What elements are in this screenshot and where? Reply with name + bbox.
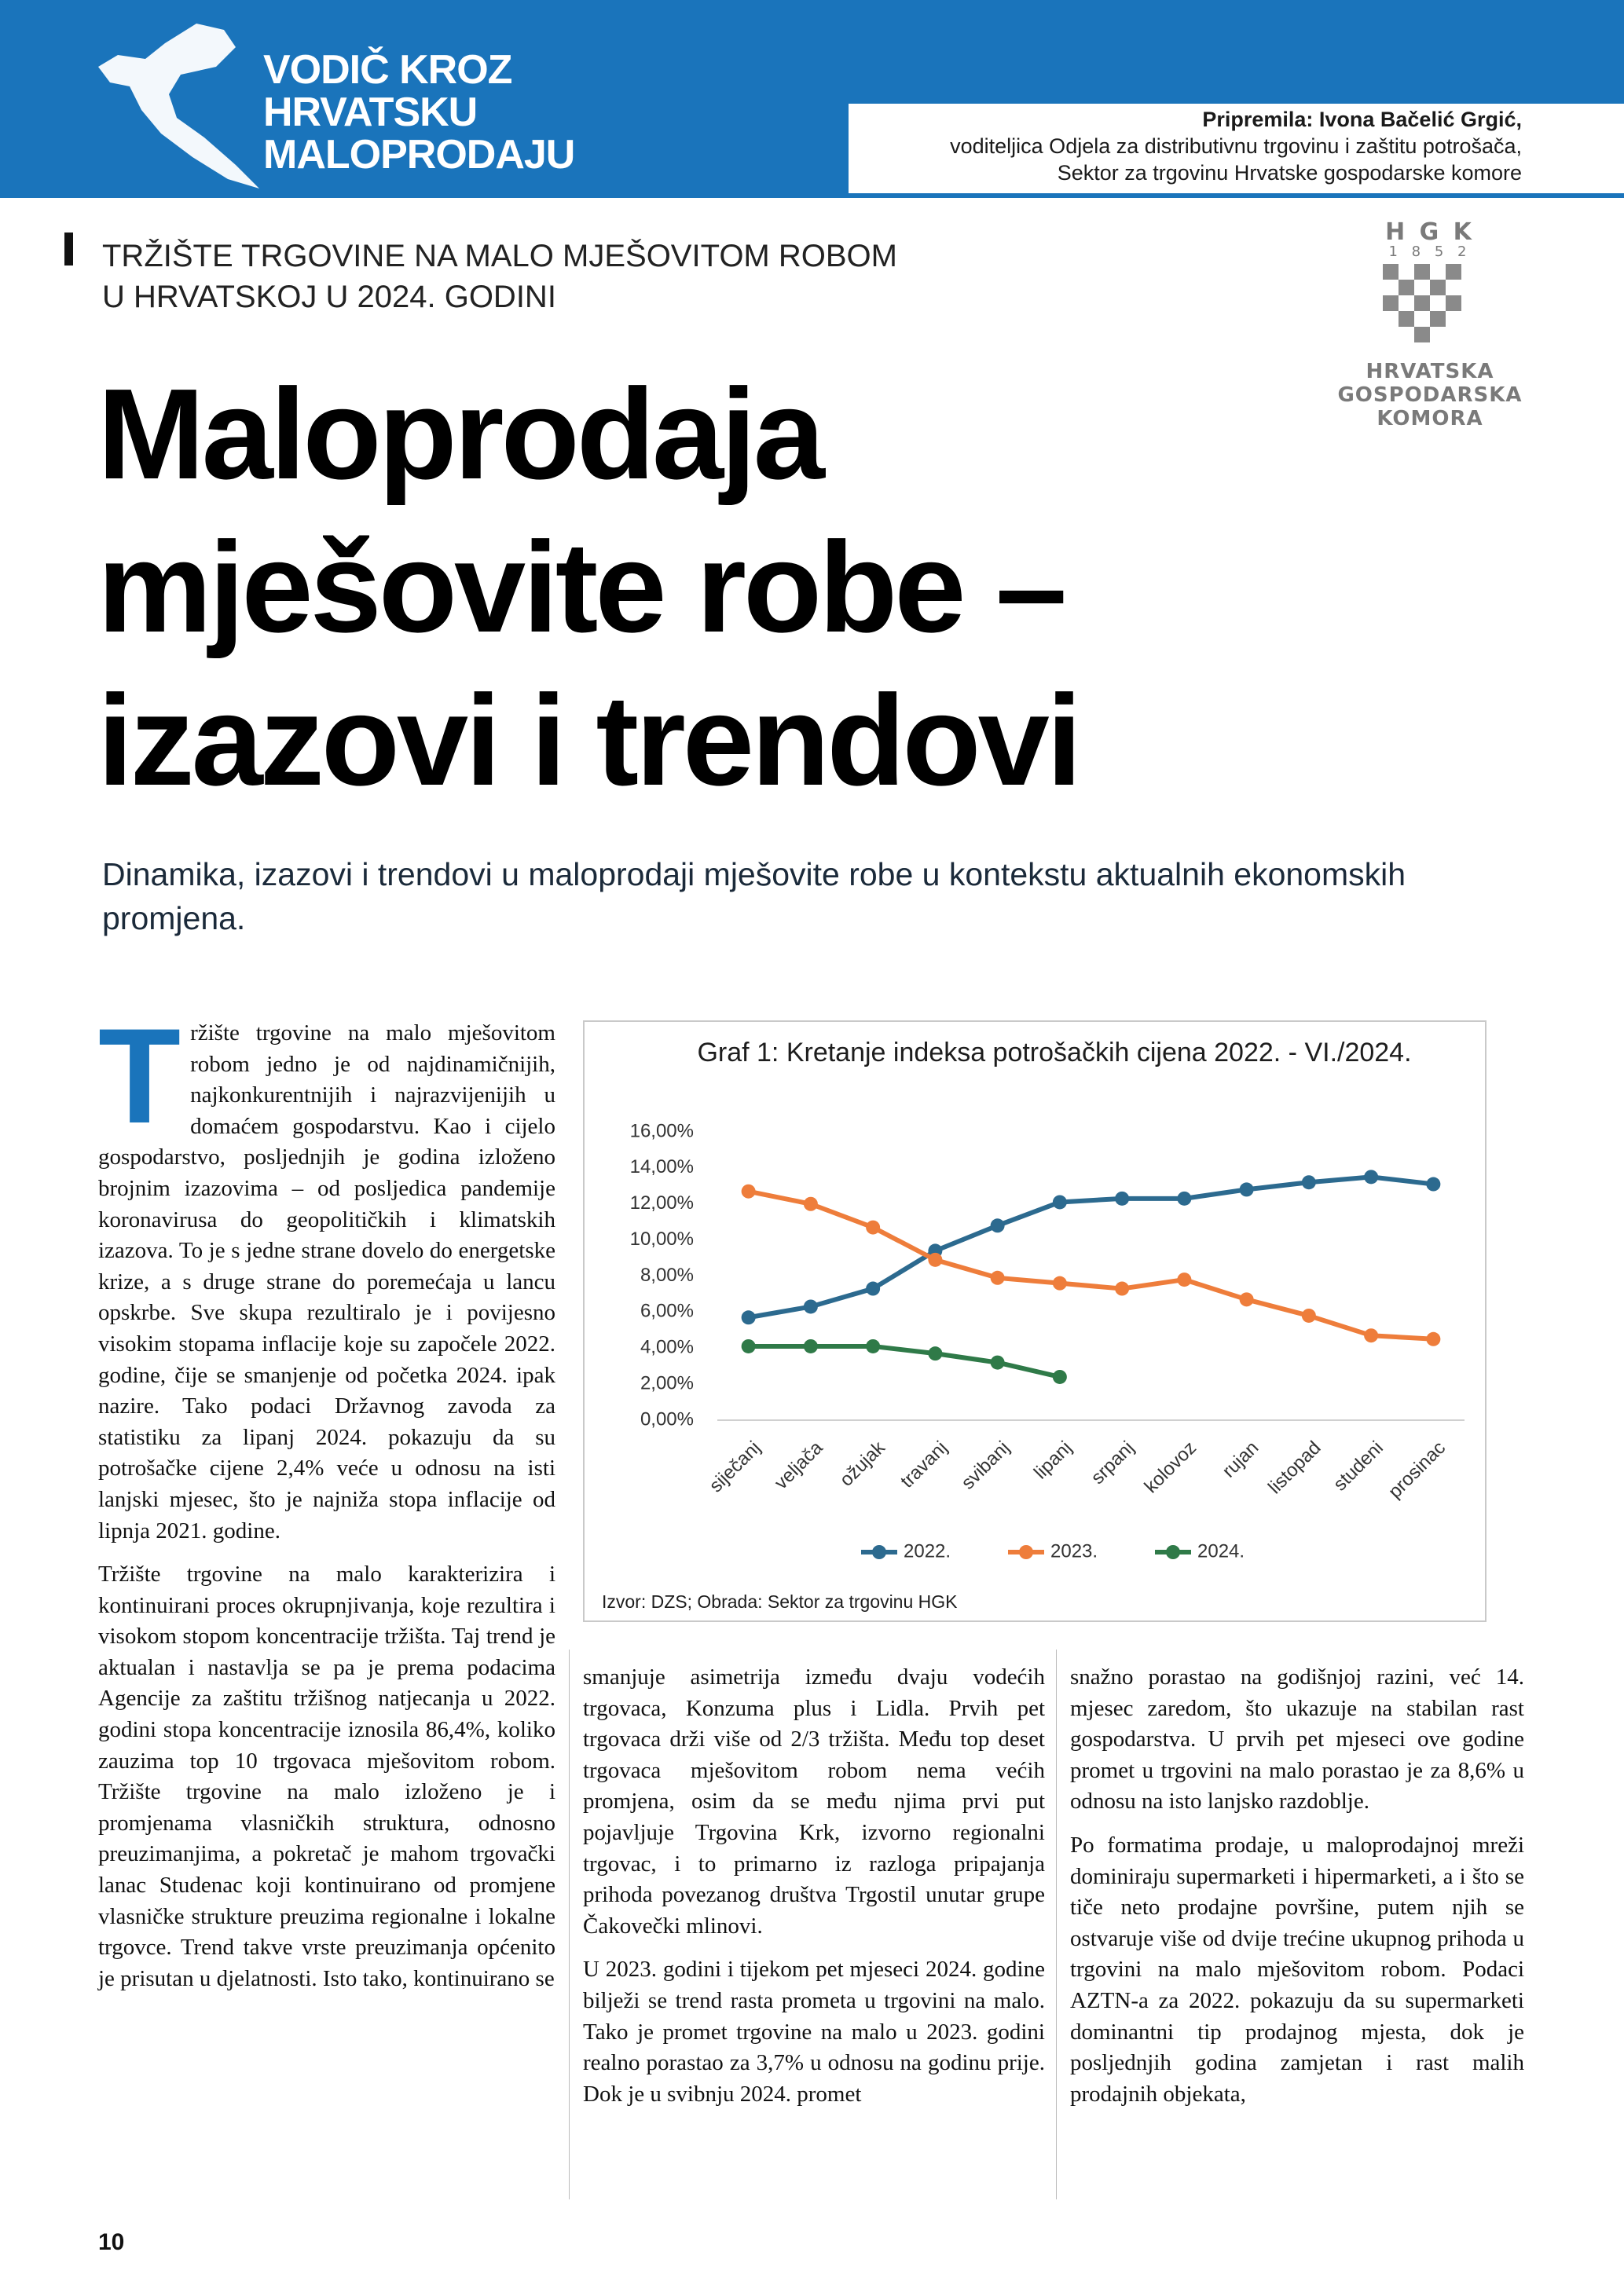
- point: [1364, 1328, 1379, 1343]
- kicker-line: U HRVATSKOJ U 2024. GODINI: [102, 280, 556, 314]
- y-tick-label: 14,00%: [630, 1156, 694, 1177]
- series-line: [748, 1188, 1434, 1342]
- hgk-name-line: KOMORA: [1377, 407, 1483, 430]
- paragraph: U 2023. godini i tijekom pet mjeseci 202…: [583, 1957, 1045, 2107]
- point: [1239, 1292, 1254, 1307]
- y-tick-label: 16,00%: [630, 1120, 694, 1141]
- logo-text: HRVATSKU: [263, 90, 478, 135]
- y-tick-label: 12,00%: [630, 1192, 694, 1214]
- point: [1301, 1308, 1316, 1323]
- chart-frame: [583, 1020, 1487, 1622]
- paragraph: smanjuje asimetrija između dvaju vodećih…: [583, 1664, 1045, 1939]
- author: Pripremila: Ivona Bačelić Grgić,: [1202, 108, 1522, 131]
- point: [1177, 1273, 1192, 1287]
- chart: Graf 1: Kretanje indeksa potrošačkih cij…: [583, 1020, 1487, 1622]
- author-area: [849, 104, 1624, 193]
- point: [866, 1338, 881, 1353]
- point: [1426, 1331, 1441, 1346]
- hgk-shield: [1383, 264, 1461, 342]
- point: [1115, 1281, 1130, 1296]
- hgk-name-line: GOSPODARSKA: [1337, 383, 1523, 407]
- point: [1052, 1195, 1067, 1210]
- point: [866, 1220, 881, 1235]
- point: [1052, 1276, 1067, 1291]
- point: [866, 1281, 881, 1296]
- y-tick-label: 4,00%: [640, 1337, 694, 1358]
- point: [803, 1299, 818, 1314]
- legend-marker: [1019, 1545, 1033, 1559]
- series-line: [748, 1343, 1061, 1379]
- hgk-letters: H G K: [1385, 218, 1475, 246]
- point: [1115, 1191, 1130, 1206]
- kicker-bar: [64, 233, 73, 265]
- point: [741, 1338, 756, 1353]
- hgk-name: HRVATSKA GOSPODARSKA KOMORA: [1320, 360, 1540, 430]
- kicker-line: TRŽIŠTE TRGOVINE NA MALO MJEŠOVITOM ROBO…: [102, 239, 897, 273]
- legend-label: 2022.: [904, 1540, 951, 1562]
- point: [990, 1270, 1005, 1285]
- point: [928, 1252, 943, 1267]
- point: [1364, 1170, 1379, 1185]
- column: smanjuje asimetrija između dvaju vodećih…: [583, 1662, 1045, 2122]
- author-role: voditeljica Odjela za distributivnu trgo…: [950, 134, 1522, 158]
- y-tick-label: 6,00%: [640, 1301, 694, 1322]
- y-tick-label: 8,00%: [640, 1265, 694, 1286]
- chart-source: Izvor: DZS; Obrada: Sektor za trgovinu H…: [602, 1591, 958, 1612]
- logo-text: VODIČ KROZ: [263, 47, 512, 93]
- point: [928, 1346, 943, 1361]
- legend-label: 2024.: [1197, 1540, 1245, 1562]
- point: [803, 1338, 818, 1353]
- point: [1052, 1369, 1067, 1384]
- point: [1426, 1177, 1441, 1192]
- title-line: mješovite robe –: [97, 515, 1067, 659]
- page-number: 10: [98, 2229, 125, 2255]
- title-line: izazovi i trendovi: [97, 668, 1082, 812]
- column-rule: [569, 1650, 570, 2199]
- legend-label: 2023.: [1050, 1540, 1098, 1562]
- title: Maloprodaja mješovite robe – izazovi i t…: [97, 357, 1082, 817]
- legend-marker: [872, 1545, 886, 1559]
- title-line: Maloprodaja: [97, 362, 825, 506]
- drop-cap: T: [98, 1001, 181, 1152]
- lead: Dinamika, izazovi i trendovi u maloproda…: [102, 856, 1406, 936]
- column: snažno porastao na godišnjoj razini, već…: [1070, 1662, 1524, 2122]
- paragraph-text: ržište trgovine na malo mješovitom robom…: [98, 1020, 555, 1543]
- y-tick-label: 0,00%: [640, 1408, 694, 1430]
- logo-text: MALOPRODAJU: [263, 132, 575, 178]
- author-role: Sektor za trgovinu Hrvatske gospodarske …: [1057, 161, 1522, 185]
- point: [990, 1218, 1005, 1233]
- y-tick-label: 2,00%: [640, 1372, 694, 1393]
- series-line: [748, 1174, 1434, 1320]
- croatia-map: [98, 24, 259, 189]
- hgk-name-line: HRVATSKA: [1366, 360, 1494, 383]
- point: [1301, 1175, 1316, 1190]
- point: [803, 1196, 818, 1211]
- point: [741, 1184, 756, 1199]
- header-rule: [0, 193, 1624, 198]
- paragraph: Tržište trgovine na malo karakterizira i…: [98, 1562, 555, 1991]
- point: [1239, 1182, 1254, 1197]
- paragraph: Po formatima prodaje, u maloprodajnoj mr…: [1070, 1832, 1524, 2107]
- paragraph: snažno porastao na godišnjoj razini, već…: [1070, 1664, 1524, 1814]
- legend-marker: [1166, 1545, 1180, 1559]
- point: [990, 1355, 1005, 1370]
- chart-title: Graf 1: Kretanje indeksa potrošačkih cij…: [697, 1038, 1411, 1067]
- column-rule: [1056, 1650, 1057, 2199]
- point: [741, 1310, 756, 1325]
- hgk-year: 1 8 5 2: [1388, 244, 1472, 260]
- point: [1177, 1191, 1192, 1206]
- header-band: [0, 0, 1624, 198]
- kicker: TRŽIŠTE TRGOVINE NA MALO MJEŠOVITOM ROBO…: [102, 236, 897, 317]
- y-tick-label: 10,00%: [630, 1229, 694, 1250]
